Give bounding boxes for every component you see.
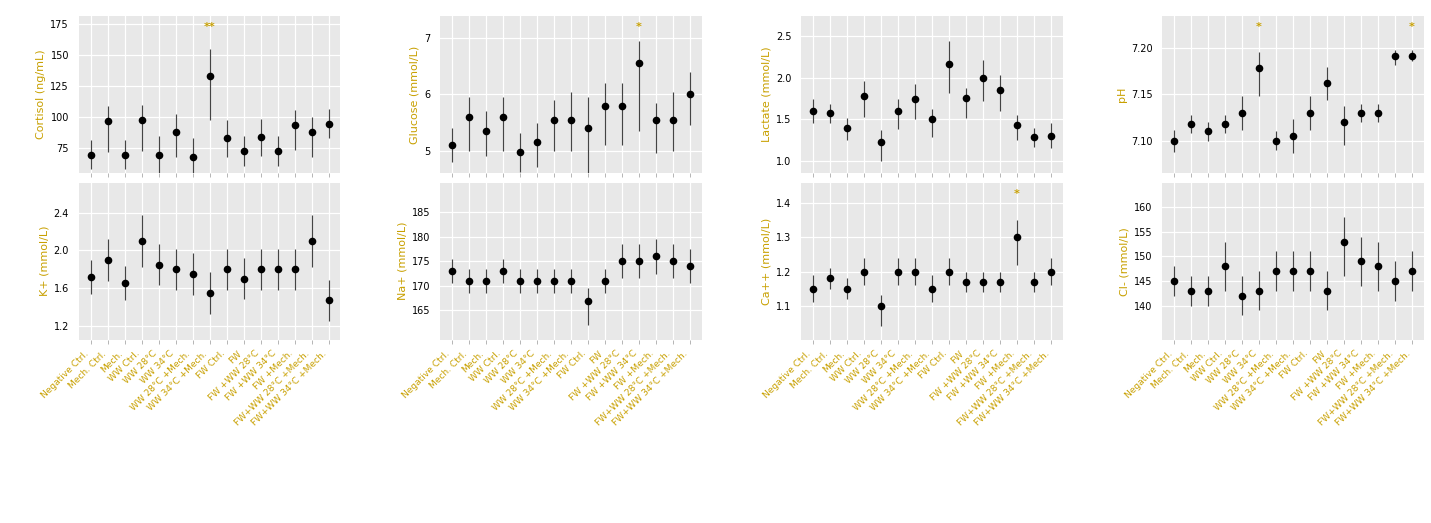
Y-axis label: Cortisol (ng/mL): Cortisol (ng/mL) [36,50,46,139]
Y-axis label: Na+ (mmol/L): Na+ (mmol/L) [398,222,408,301]
Y-axis label: Glucose (mmol/L): Glucose (mmol/L) [409,46,419,143]
Text: *: * [1410,22,1415,32]
Text: *: * [1256,22,1262,32]
Y-axis label: Lactate (mmol/L): Lactate (mmol/L) [761,47,771,142]
Y-axis label: pH: pH [1116,87,1126,102]
Y-axis label: K+ (mmol/L): K+ (mmol/L) [40,226,50,297]
Text: **: ** [203,22,216,32]
Text: *: * [635,22,641,32]
Y-axis label: Ca++ (mmol/L): Ca++ (mmol/L) [761,218,771,305]
Text: *: * [1015,189,1020,199]
Y-axis label: Cl- (mmol/L): Cl- (mmol/L) [1119,227,1129,295]
